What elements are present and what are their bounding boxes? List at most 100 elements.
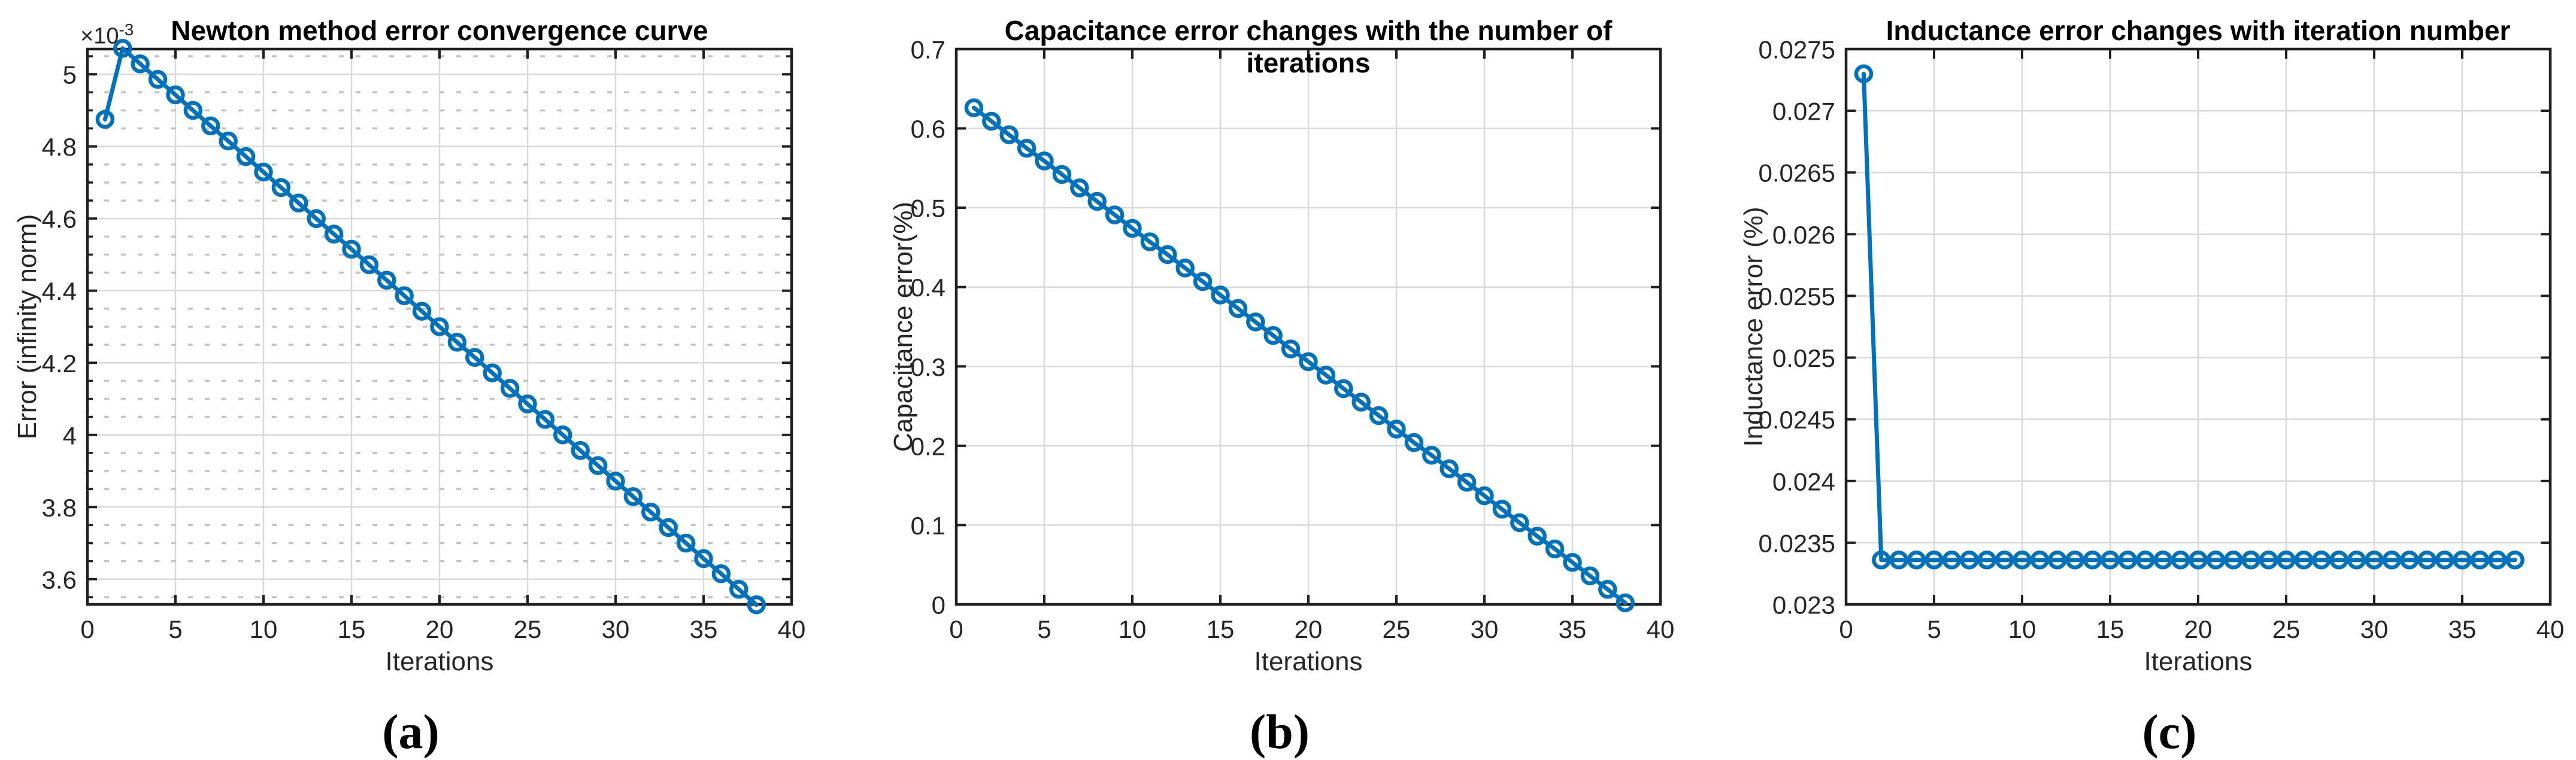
data-marker (465, 348, 484, 367)
data-marker (1925, 551, 1944, 570)
y-tick-label: 0.025 (1772, 344, 1835, 372)
data-marker (1123, 218, 1142, 238)
data-marker (1995, 551, 2014, 570)
data-marker (1070, 178, 1089, 197)
x-tick-label: 15 (1207, 615, 1235, 643)
y-tick-label: 0.0245 (1759, 406, 1835, 434)
x-tick-label: 15 (338, 615, 366, 643)
data-marker (2365, 551, 2384, 570)
y-tick-label: 5 (63, 61, 77, 89)
data-marker (2101, 551, 2120, 570)
x-tick-label: 35 (690, 615, 718, 643)
y-tick-label: 4.2 (42, 349, 77, 378)
data-marker (307, 209, 326, 228)
x-tick-label: 20 (2184, 615, 2213, 643)
y-tick-label: 0.0265 (1759, 159, 1835, 187)
data-marker (2030, 551, 2050, 570)
data-marker (483, 363, 502, 382)
data-marker (1017, 138, 1037, 158)
y-tick-label: 0.024 (1772, 467, 1835, 495)
x-tick-label: 30 (2360, 615, 2389, 643)
y-tick-label: 0.0255 (1759, 282, 1835, 311)
data-marker (2382, 551, 2402, 570)
chart-b-xlabel: Iterations (1254, 647, 1363, 676)
data-marker (1246, 312, 1265, 332)
chart-c-xlabel: Iterations (2144, 647, 2253, 676)
data-marker (1228, 299, 1248, 318)
x-tick-label: 35 (2448, 615, 2477, 643)
y-tick-label: 0 (932, 591, 945, 619)
x-tick-label: 10 (250, 615, 278, 643)
data-marker (2171, 551, 2190, 570)
data-marker (1211, 285, 1230, 305)
chart-a-title: Newton method error convergence curve (171, 15, 708, 46)
data-marker (2400, 551, 2419, 570)
data-marker (1193, 272, 1213, 291)
y-tick-label: 0.5 (911, 194, 945, 223)
data-marker (2505, 551, 2525, 570)
data-marker (623, 487, 643, 506)
data-marker (2241, 551, 2260, 570)
data-marker (1351, 393, 1371, 412)
data-marker (2048, 551, 2067, 570)
y-tick-label: 0.023 (1772, 591, 1835, 619)
x-tick-label: 25 (514, 615, 542, 643)
data-marker (1854, 64, 1874, 83)
data-marker (219, 131, 238, 151)
data-marker (500, 379, 520, 398)
data-marker (1263, 326, 1283, 345)
chart-c-caption: (c) (2142, 704, 2197, 759)
y-tick-label: 0.3 (911, 353, 945, 381)
data-marker (430, 317, 449, 336)
data-marker (2453, 551, 2472, 570)
y-tick-label: 0.0275 (1759, 36, 1835, 64)
x-tick-label: 25 (2272, 615, 2301, 643)
y-tick-label: 3.8 (42, 494, 77, 522)
data-marker (1299, 352, 1318, 372)
data-marker (1960, 551, 1979, 570)
data-marker (676, 533, 696, 553)
data-marker (2083, 551, 2102, 570)
data-marker (747, 595, 766, 615)
data-marker (254, 162, 273, 182)
data-marker (2470, 551, 2490, 570)
y-tick-label: 4.4 (42, 277, 77, 305)
y-tick-label: 4.6 (42, 205, 77, 233)
data-marker (1140, 232, 1160, 251)
chart-a-caption: (a) (382, 704, 440, 759)
data-marker (359, 255, 379, 275)
data-marker (324, 224, 344, 244)
data-marker (2065, 551, 2084, 570)
data-marker (571, 440, 590, 460)
y-tick-label: 0.1 (911, 512, 945, 540)
data-marker (1316, 366, 1336, 385)
y-tick-label: 3.6 (42, 566, 77, 594)
data-marker (1598, 580, 1617, 599)
data-marker (2118, 551, 2138, 570)
data-marker (1087, 191, 1107, 211)
data-marker (2488, 551, 2507, 570)
data-marker (2347, 551, 2366, 570)
data-marker (729, 579, 748, 599)
data-marker (271, 178, 291, 197)
x-tick-label: 15 (2096, 615, 2125, 643)
data-marker (148, 69, 168, 89)
data-marker (964, 98, 984, 117)
data-marker (1907, 551, 1926, 570)
data-marker (1404, 433, 1424, 452)
data-marker (1158, 245, 1177, 265)
data-marker (2435, 551, 2454, 570)
data-marker (1439, 459, 1459, 479)
data-marker (518, 394, 537, 414)
data-marker (2224, 551, 2243, 570)
data-marker (166, 85, 185, 105)
data-marker (1563, 552, 1582, 572)
data-marker (1334, 379, 1353, 399)
data-marker (95, 110, 115, 129)
x-tick-label: 20 (1295, 615, 1323, 643)
x-tick-label: 0 (80, 615, 94, 643)
data-marker (659, 518, 678, 537)
data-marker (2013, 551, 2032, 570)
y-tick-label: 0.0235 (1759, 529, 1835, 557)
